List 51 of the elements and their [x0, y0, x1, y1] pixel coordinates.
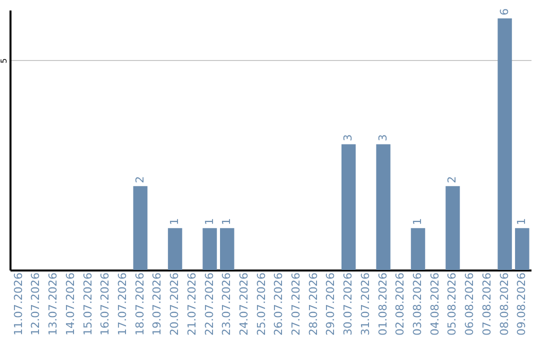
data-label: 1: [168, 218, 182, 226]
x-tick-label: 03.08.2026: [411, 272, 424, 336]
x-tick-label: 21.07.2026: [185, 272, 198, 336]
x-tick-label: 27.07.2026: [290, 272, 303, 336]
x-tick-label: 13.07.2026: [46, 272, 60, 336]
x-tick-label: 18.07.2026: [133, 272, 146, 336]
x-tick-label: 30.07.2026: [342, 272, 355, 336]
x-tick-label: 12.07.2026: [29, 272, 42, 336]
bar: [202, 228, 217, 270]
bar: [410, 228, 426, 270]
x-tick-label: 26.07.2026: [272, 272, 286, 336]
x-tick-label: 25.07.2026: [254, 272, 268, 336]
y-tick-label: 5: [0, 58, 8, 64]
data-label: 1: [220, 218, 234, 226]
x-tick-label: 14.07.2026: [64, 272, 77, 336]
data-label: 1: [515, 218, 528, 226]
x-tick-label: 15.07.2026: [81, 272, 94, 336]
x-tick-label: 05.08.2026: [446, 272, 459, 336]
x-tick-label: 16.07.2026: [98, 272, 112, 336]
x-tick-label: 24.07.2026: [237, 272, 250, 336]
bar: [498, 18, 512, 270]
data-label: 1: [202, 218, 216, 226]
x-tick-label: 23.07.2026: [220, 272, 234, 336]
bar: [133, 186, 148, 270]
data-label: 3: [376, 134, 390, 142]
data-label: 6: [498, 8, 511, 16]
x-tick-label: 06.08.2026: [463, 272, 476, 336]
bar: [341, 144, 356, 270]
x-tick-label: 20.07.2026: [168, 272, 182, 336]
data-label: 2: [133, 176, 146, 184]
bar: [220, 228, 234, 270]
x-tick-label: 04.08.2026: [428, 272, 442, 336]
x-tick-label: 17.07.2026: [116, 272, 129, 336]
x-tick-label: 02.08.2026: [394, 272, 407, 336]
x-tick-label: 19.07.2026: [150, 272, 164, 336]
x-tick-label: 09.08.2026: [515, 272, 528, 336]
bar: [446, 186, 460, 270]
x-tick-label: 22.07.2026: [202, 272, 216, 336]
bar: [168, 228, 182, 270]
x-tick-label: 07.08.2026: [480, 272, 494, 336]
x-tick-label: 11.07.2026: [12, 272, 25, 336]
data-label: 3: [342, 134, 355, 142]
data-label: 2: [446, 176, 459, 184]
bar: [376, 144, 390, 270]
x-tick-label: 28.07.2026: [306, 272, 320, 336]
x-tick-label: 01.08.2026: [376, 272, 390, 336]
x-tick-label: 31.07.2026: [358, 272, 372, 336]
x-tick-label: 08.08.2026: [498, 272, 511, 336]
x-tick-label: 29.07.2026: [324, 272, 338, 336]
bar: [515, 228, 530, 270]
data-label: 1: [411, 218, 424, 226]
